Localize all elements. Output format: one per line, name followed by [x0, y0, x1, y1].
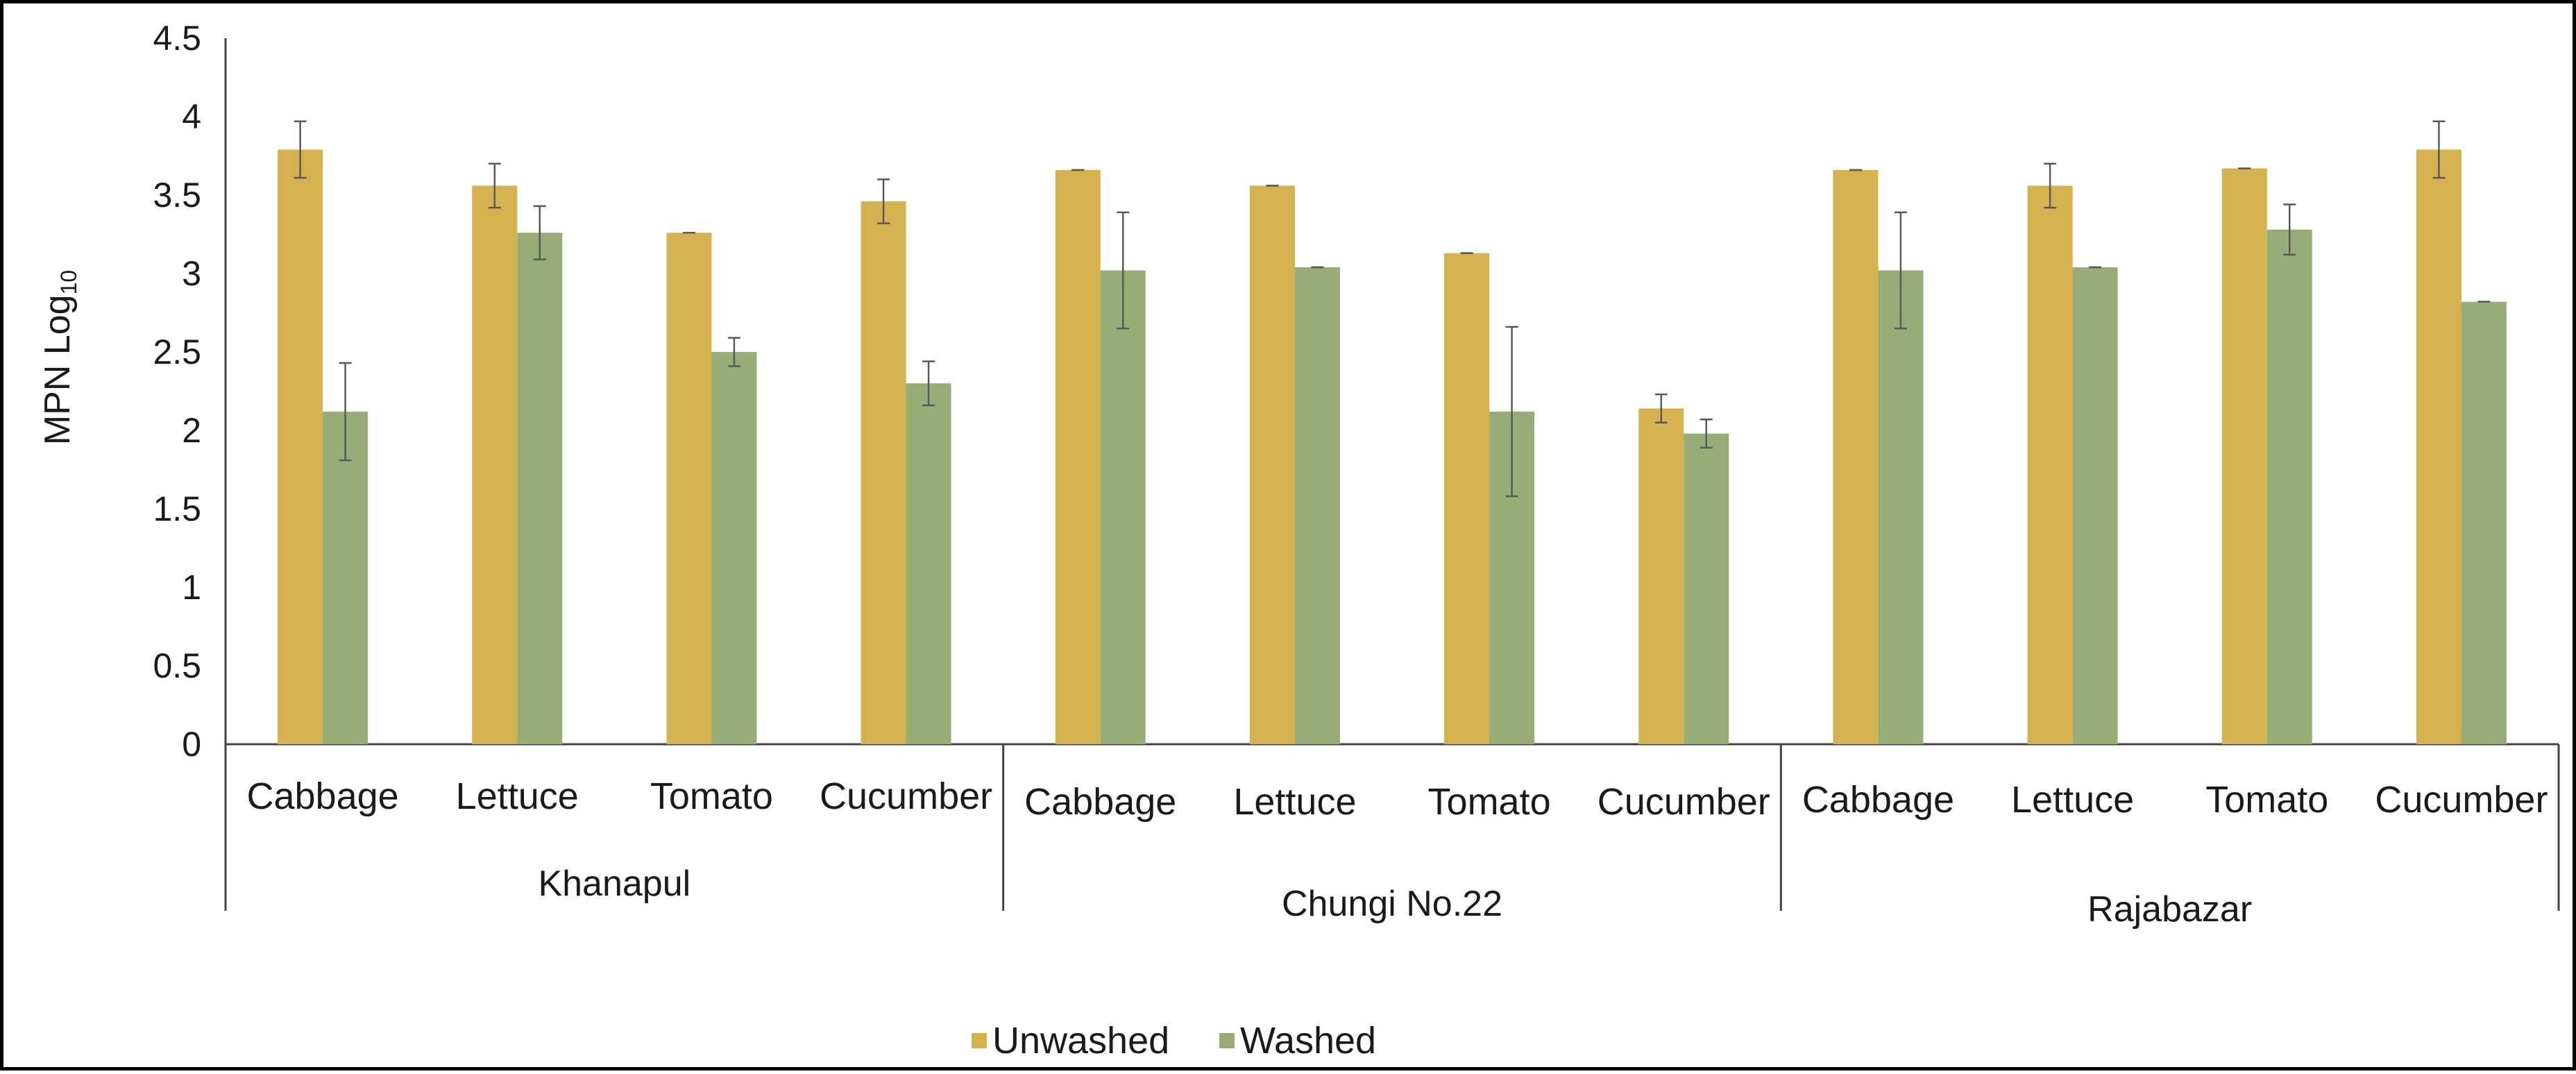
bar-washed-8 [1878, 270, 1924, 745]
y-tick-labels: 0 0.5 1 1.5 2 2.5 3 3.5 4 4.5 [153, 19, 201, 764]
bar-unwashed-6 [1444, 253, 1490, 744]
y-axis-label: MPN Log [37, 294, 78, 445]
x-category-label: Tomato [650, 775, 773, 817]
y-tick-label: 3 [182, 254, 201, 293]
y-tick-label: 2 [182, 411, 201, 450]
y-tick-label: 0 [182, 725, 201, 764]
x-group-label: Khanapul [538, 864, 690, 904]
legend: Unwashed Washed [972, 1020, 1376, 1062]
axes [224, 38, 2559, 746]
x-category-label: Cabbage [1802, 779, 1954, 821]
y-tick-label: 4.5 [153, 19, 201, 58]
bar-unwashed-2 [666, 233, 712, 744]
y-axis-label-subscript: 10 [56, 270, 81, 295]
x-category-label: Cabbage [1024, 781, 1176, 823]
bar-unwashed-9 [2027, 185, 2073, 744]
bar-washed-7 [1684, 433, 1729, 744]
bar-unwashed-7 [1638, 408, 1684, 744]
bar-washed-9 [2072, 267, 2118, 745]
legend-label-washed: Washed [1240, 1020, 1376, 1062]
bar-unwashed-10 [2221, 168, 2267, 744]
bar-unwashed-8 [1833, 169, 1879, 745]
bar-chart: MPN Log10 0 0.5 1 1.5 2 2.5 3 3.5 4 4.5 Cabbage Le… [37, 19, 2560, 1062]
y-tick-label: 1 [182, 568, 201, 607]
bar-washed-3 [906, 383, 951, 744]
y-tick-label: 3.5 [153, 176, 201, 215]
bar-unwashed-4 [1055, 169, 1101, 745]
svg-text:MPN Log10: MPN Log10 [37, 270, 81, 445]
bar-washed-10 [2266, 229, 2312, 745]
x-group-label: Chungi No.22 [1282, 884, 1502, 924]
x-category-label: Lettuce [2011, 779, 2134, 821]
x-category-label: Lettuce [456, 775, 579, 817]
bar-washed-1 [517, 233, 563, 744]
x-category-label: Cucumber [820, 775, 992, 817]
bar-unwashed-5 [1249, 185, 1295, 744]
x-category-label: Cucumber [1598, 781, 1770, 823]
y-tick-label: 2.5 [153, 333, 201, 371]
x-category-label: Tomato [1428, 781, 1551, 823]
x-category-label: Lettuce [1233, 781, 1356, 823]
bars [278, 149, 2507, 745]
bar-unwashed-11 [2416, 149, 2461, 744]
x-category-label: Tomato [2205, 779, 2328, 821]
bar-washed-4 [1100, 270, 1146, 745]
bar-washed-0 [323, 411, 368, 744]
legend-swatch-unwashed [972, 1033, 987, 1048]
legend-label-unwashed: Unwashed [992, 1020, 1169, 1062]
bar-washed-2 [711, 352, 757, 744]
x-category-label: Cabbage [246, 775, 398, 817]
bar-washed-5 [1294, 267, 1340, 745]
x-group-labels: Khanapul Chungi No.22 Rajabazar [224, 744, 2560, 930]
error-bars [294, 120, 2491, 498]
y-tick-label: 4 [182, 97, 201, 136]
x-group-label: Rajabazar [2087, 889, 2252, 930]
y-tick-label: 0.5 [153, 646, 201, 685]
bar-unwashed-3 [861, 201, 906, 744]
bar-washed-11 [2461, 301, 2507, 744]
y-tick-label: 1.5 [153, 489, 201, 528]
x-category-labels: Cabbage Lettuce Tomato Cucumber Cabbage Lettu… [246, 775, 2548, 823]
x-category-label: Cucumber [2375, 779, 2548, 821]
bar-unwashed-1 [472, 185, 518, 744]
legend-swatch-washed [1219, 1033, 1235, 1048]
y-axis-title: MPN Log10 [37, 270, 81, 445]
bar-unwashed-0 [278, 149, 323, 744]
